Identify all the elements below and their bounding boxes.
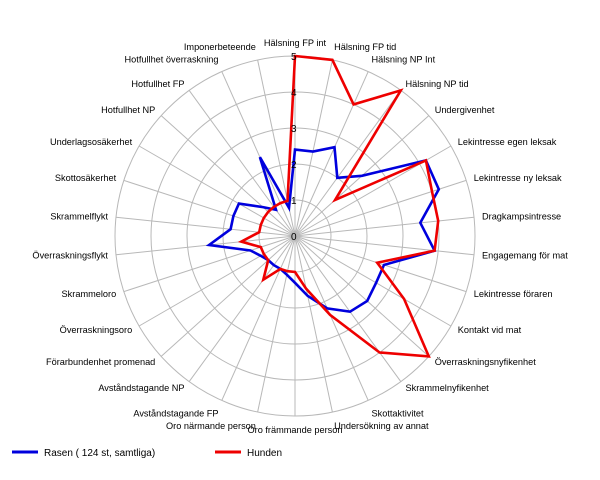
axis-label: Lekintresse ny leksak <box>474 173 562 183</box>
axis-label: Hälsning NP tid <box>406 79 469 89</box>
ring-tick-label: 3 <box>291 124 297 135</box>
ring-tick-label: 2 <box>291 160 297 171</box>
ring-tick-label: 1 <box>291 196 297 207</box>
axis-label: Underlagsosäkerhet <box>50 137 133 147</box>
ring-tick-label: 4 <box>291 88 297 99</box>
grid-spoke <box>123 235 296 293</box>
grid-spoke <box>138 235 296 327</box>
grid-spoke <box>115 216 296 237</box>
series-line <box>237 54 440 358</box>
axis-label: Engagemang för mat <box>482 251 568 261</box>
axis-label: Avståndstagande FP <box>133 409 218 419</box>
axis-label: Oro främmande person <box>248 425 343 435</box>
axis-label: Imponerbeteende <box>184 42 256 52</box>
grid-spoke <box>294 216 475 237</box>
grid-spoke <box>221 235 296 401</box>
axis-label: Överraskningsoro <box>60 325 133 335</box>
grid-spoke <box>160 235 296 357</box>
grid-spoke <box>294 235 475 256</box>
grid-spoke <box>294 235 467 293</box>
axis-label: Kontakt vid mat <box>458 325 522 335</box>
axis-label: Dragkampsintresse <box>482 211 561 221</box>
axis-label: Överraskningsnyfikenhet <box>435 357 537 367</box>
ring-tick-label: 0 <box>291 232 297 243</box>
axis-label: Skrammeloro <box>62 289 117 299</box>
grid-spoke <box>123 179 296 237</box>
axis-label: Hotfullhet NP <box>101 105 155 115</box>
axis-label: Hälsning FP int <box>264 38 327 48</box>
axis-label: Undergivenhet <box>435 105 495 115</box>
grid-spoke <box>294 179 467 237</box>
grid-spoke <box>294 90 402 237</box>
grid-spoke <box>294 235 452 327</box>
axis-label: Avståndstagande NP <box>98 383 184 393</box>
legend: Rasen ( 124 st, samtliga) Hunden <box>12 448 282 459</box>
grid-spoke <box>294 59 333 237</box>
axis-labels: Hälsning FP int Hälsning FP tid Hälsning N… <box>32 38 568 435</box>
series-lines <box>205 54 441 358</box>
axis-label: Hotfullhet FP <box>131 79 184 89</box>
axis-label: Skrammelnyfikenhet <box>406 383 490 393</box>
axis-label: Skrammelflykt <box>50 211 108 221</box>
axis-label: Lekintresse egen leksak <box>458 137 557 147</box>
grid-spoke <box>294 71 369 237</box>
grid-spoke <box>115 235 296 256</box>
ring-tick-label: 5 <box>291 52 297 63</box>
ring-labels: 0 1 2 3 4 5 <box>291 52 297 243</box>
axis-label: Skottaktivitet <box>372 409 425 419</box>
axis-label: Skottosäkerhet <box>55 173 117 183</box>
grid-spoke <box>188 235 296 382</box>
axis-label: Hälsning FP tid <box>334 42 396 52</box>
grid-spoke <box>257 235 296 413</box>
grid-spoke <box>138 145 296 237</box>
grid-spoke <box>294 235 369 401</box>
grid-spoke <box>160 115 296 237</box>
legend-label: Hunden <box>247 448 282 459</box>
grid-spoke <box>294 235 333 413</box>
grid-spoke <box>294 235 402 382</box>
axis-label: Undersökning av annat <box>334 421 429 431</box>
axis-label: Överraskningsflykt <box>32 251 108 261</box>
grid-spoke <box>188 90 296 237</box>
grid-spoke <box>221 71 296 237</box>
grid-spoke <box>294 235 430 357</box>
axis-label: Oro närmande person <box>166 421 256 431</box>
axis-label: Hälsning NP Int <box>372 54 436 64</box>
axis-label: Förarbundenhet promenad <box>46 357 155 367</box>
axis-label: Hotfullhet överraskning <box>125 54 219 64</box>
legend-label: Rasen ( 124 st, samtliga) <box>44 448 155 459</box>
axis-label: Lekintresse föraren <box>474 289 553 299</box>
